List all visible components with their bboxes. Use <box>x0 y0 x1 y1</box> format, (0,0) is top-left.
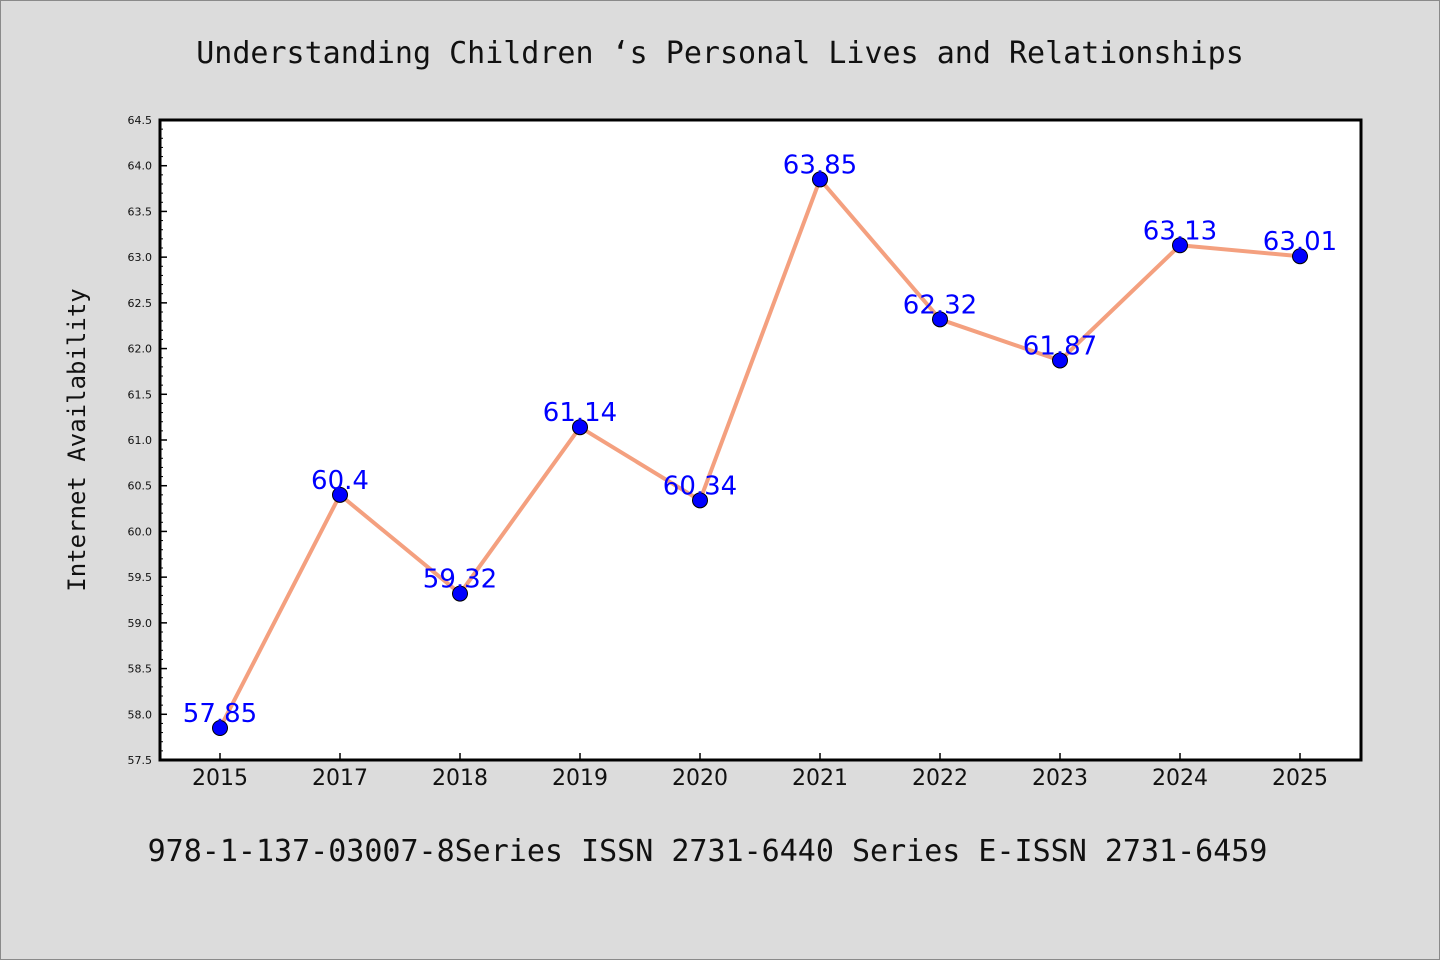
y-tick-label: 60.5 <box>128 480 153 493</box>
chart-title: Understanding Children ‘s Personal Lives… <box>196 36 1244 71</box>
x-tick-label: 2025 <box>1272 766 1328 791</box>
data-label: 60.34 <box>663 471 737 501</box>
x-tick-label: 2015 <box>192 766 248 791</box>
x-tick-label: 2020 <box>672 766 728 791</box>
x-axis: 2015 2017 2018 2019 2020 2021 2022 2023 2024 2025 <box>192 753 1328 791</box>
y-tick-label: 63.5 <box>128 205 153 218</box>
x-tick-label: 2018 <box>432 766 488 791</box>
data-label: 61.87 <box>1023 331 1097 361</box>
data-label: 57.85 <box>183 699 257 729</box>
y-axis-label: Internet Availability <box>63 288 91 591</box>
y-tick-label: 58.5 <box>128 663 153 676</box>
data-point <box>452 585 468 602</box>
data-label: 63.01 <box>1263 227 1337 257</box>
data-label: 63.85 <box>783 150 857 180</box>
data-label: 63.13 <box>1143 216 1217 246</box>
y-tick-label: 62.0 <box>128 343 153 356</box>
data-point <box>692 492 708 509</box>
data-label: 61.14 <box>543 398 617 428</box>
series-line <box>218 177 1301 729</box>
x-tick-label: 2023 <box>1032 766 1088 791</box>
x-tick-label: 2017 <box>312 766 368 791</box>
data-point <box>572 419 588 436</box>
y-tick-label: 61.0 <box>128 434 153 447</box>
data-point <box>932 311 948 328</box>
data-label: 60.4 <box>311 466 369 496</box>
data-point <box>1172 237 1188 254</box>
data-point <box>1292 248 1308 265</box>
y-tick-label: 62.5 <box>128 297 153 310</box>
data-point <box>812 171 828 188</box>
x-tick-label: 2021 <box>792 766 848 791</box>
data-label: 59.32 <box>423 565 497 595</box>
x-tick-label: 2019 <box>552 766 608 791</box>
x-tick-label: 2024 <box>1152 766 1208 791</box>
y-tick-label: 59.0 <box>128 617 153 630</box>
y-tick-label: 61.5 <box>128 388 153 401</box>
data-point <box>332 486 348 503</box>
y-tick-label: 59.5 <box>128 571 153 584</box>
y-tick-label: 64.0 <box>128 160 153 173</box>
data-point <box>212 720 228 736</box>
data-point <box>1052 352 1068 369</box>
data-labels: 57.85 60.4 59.32 61.14 60.34 63.85 62.32 61.87 6… <box>183 150 1337 729</box>
plot-area <box>158 118 1363 762</box>
data-label: 62.32 <box>903 290 977 320</box>
y-tick-label: 58.0 <box>128 708 153 721</box>
x-tick-label: 2022 <box>912 766 968 791</box>
data-markers <box>212 171 1308 736</box>
footer-isbn-issn: 978-1-137-03007-8Series ISSN 2731-6440 S… <box>147 834 1268 869</box>
y-tick-label: 64.5 <box>128 114 153 127</box>
y-tick-label: 60.0 <box>128 525 153 538</box>
y-tick-label: 57.5 <box>128 754 153 767</box>
y-tick-label: 63.0 <box>128 251 153 264</box>
y-axis: 57.5 58.0 58.5 59.0 59.5 60.0 60.5 61.0 61.5 62.0… <box>128 114 167 767</box>
